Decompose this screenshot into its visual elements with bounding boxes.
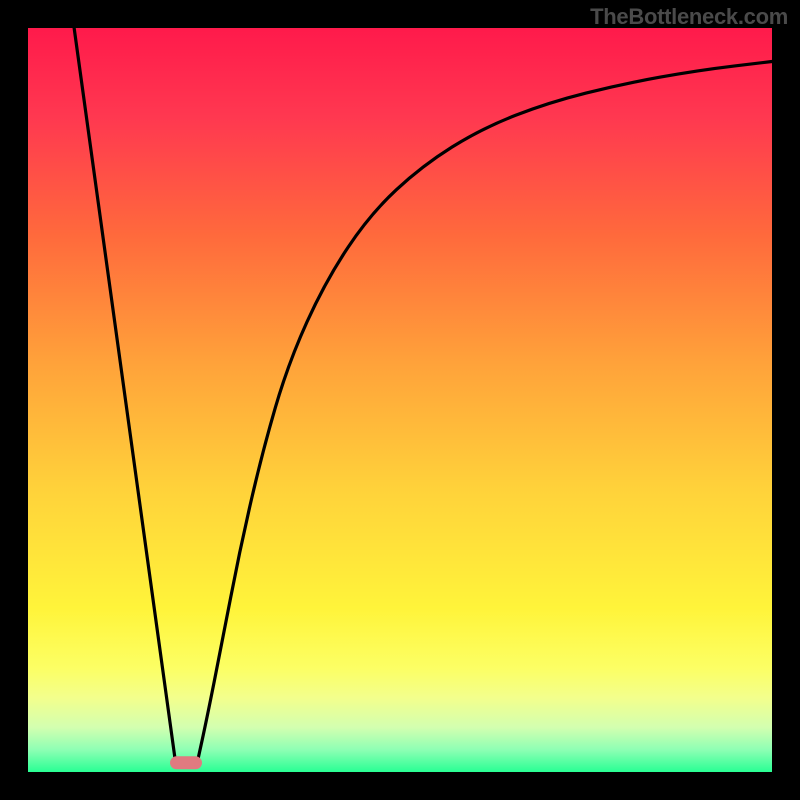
optimal-range-marker bbox=[170, 756, 202, 769]
plot-area bbox=[28, 28, 772, 772]
bottleneck-curve bbox=[28, 28, 772, 772]
watermark-text: TheBottleneck.com bbox=[590, 4, 788, 30]
